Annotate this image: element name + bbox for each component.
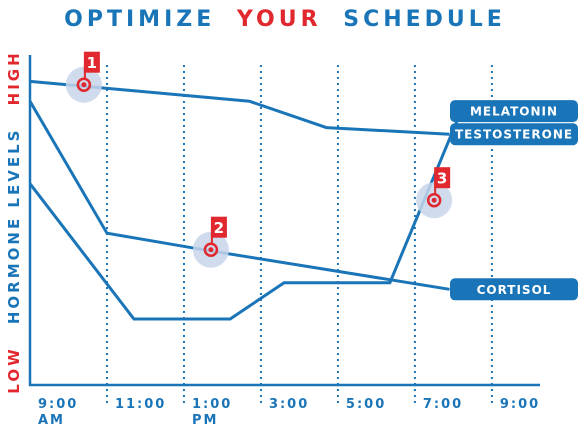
y-axis-part: HORMONE LEVELS [5,128,23,325]
line [29,79,450,136]
x-tick-label: 11:00 [114,397,167,412]
annotation-label: 1 [87,54,97,72]
line [28,100,450,291]
y-axis-part: HIGH [5,50,23,105]
title-part: SCHEDULE [343,7,506,32]
legend-label: TESTOSTERONE [455,128,573,142]
y-axis-label: LOW HORMONE LEVELS HIGH [5,50,23,393]
flag [83,51,100,73]
label-box [450,278,578,301]
line [28,110,463,321]
title-part: YOUR [236,7,322,32]
series-label: MELATONIN [450,100,578,123]
annotation-label: 2 [214,219,224,237]
x-tick-label: 3:00 [268,397,310,412]
legend-label: CORTISOL [477,283,552,297]
x-tick-label: 7:00 [422,397,464,412]
flag [210,216,227,238]
marker-dot [208,247,214,253]
y-axis-part: LOW [5,346,23,393]
x-tick-label: 9:00 AM [38,397,79,428]
x-tick-label: 1:00 PM [191,397,233,428]
chart-title: OPTIMIZE YOUR SCHEDULE [64,7,506,32]
series-label: TESTOSTERONE [450,123,578,146]
x-tick-label: 5:00 [345,397,387,412]
flag [434,167,451,189]
label-box [450,100,578,123]
series-label: CORTISOL [450,278,578,301]
title-part: OPTIMIZE [64,7,215,32]
annotation-label: 3 [437,170,447,188]
label-box [450,123,578,146]
x-tick-label: 9:00 [499,397,541,412]
legend-label: MELATONIN [470,105,558,119]
marker-dot [431,197,437,203]
marker-dot [81,82,87,88]
